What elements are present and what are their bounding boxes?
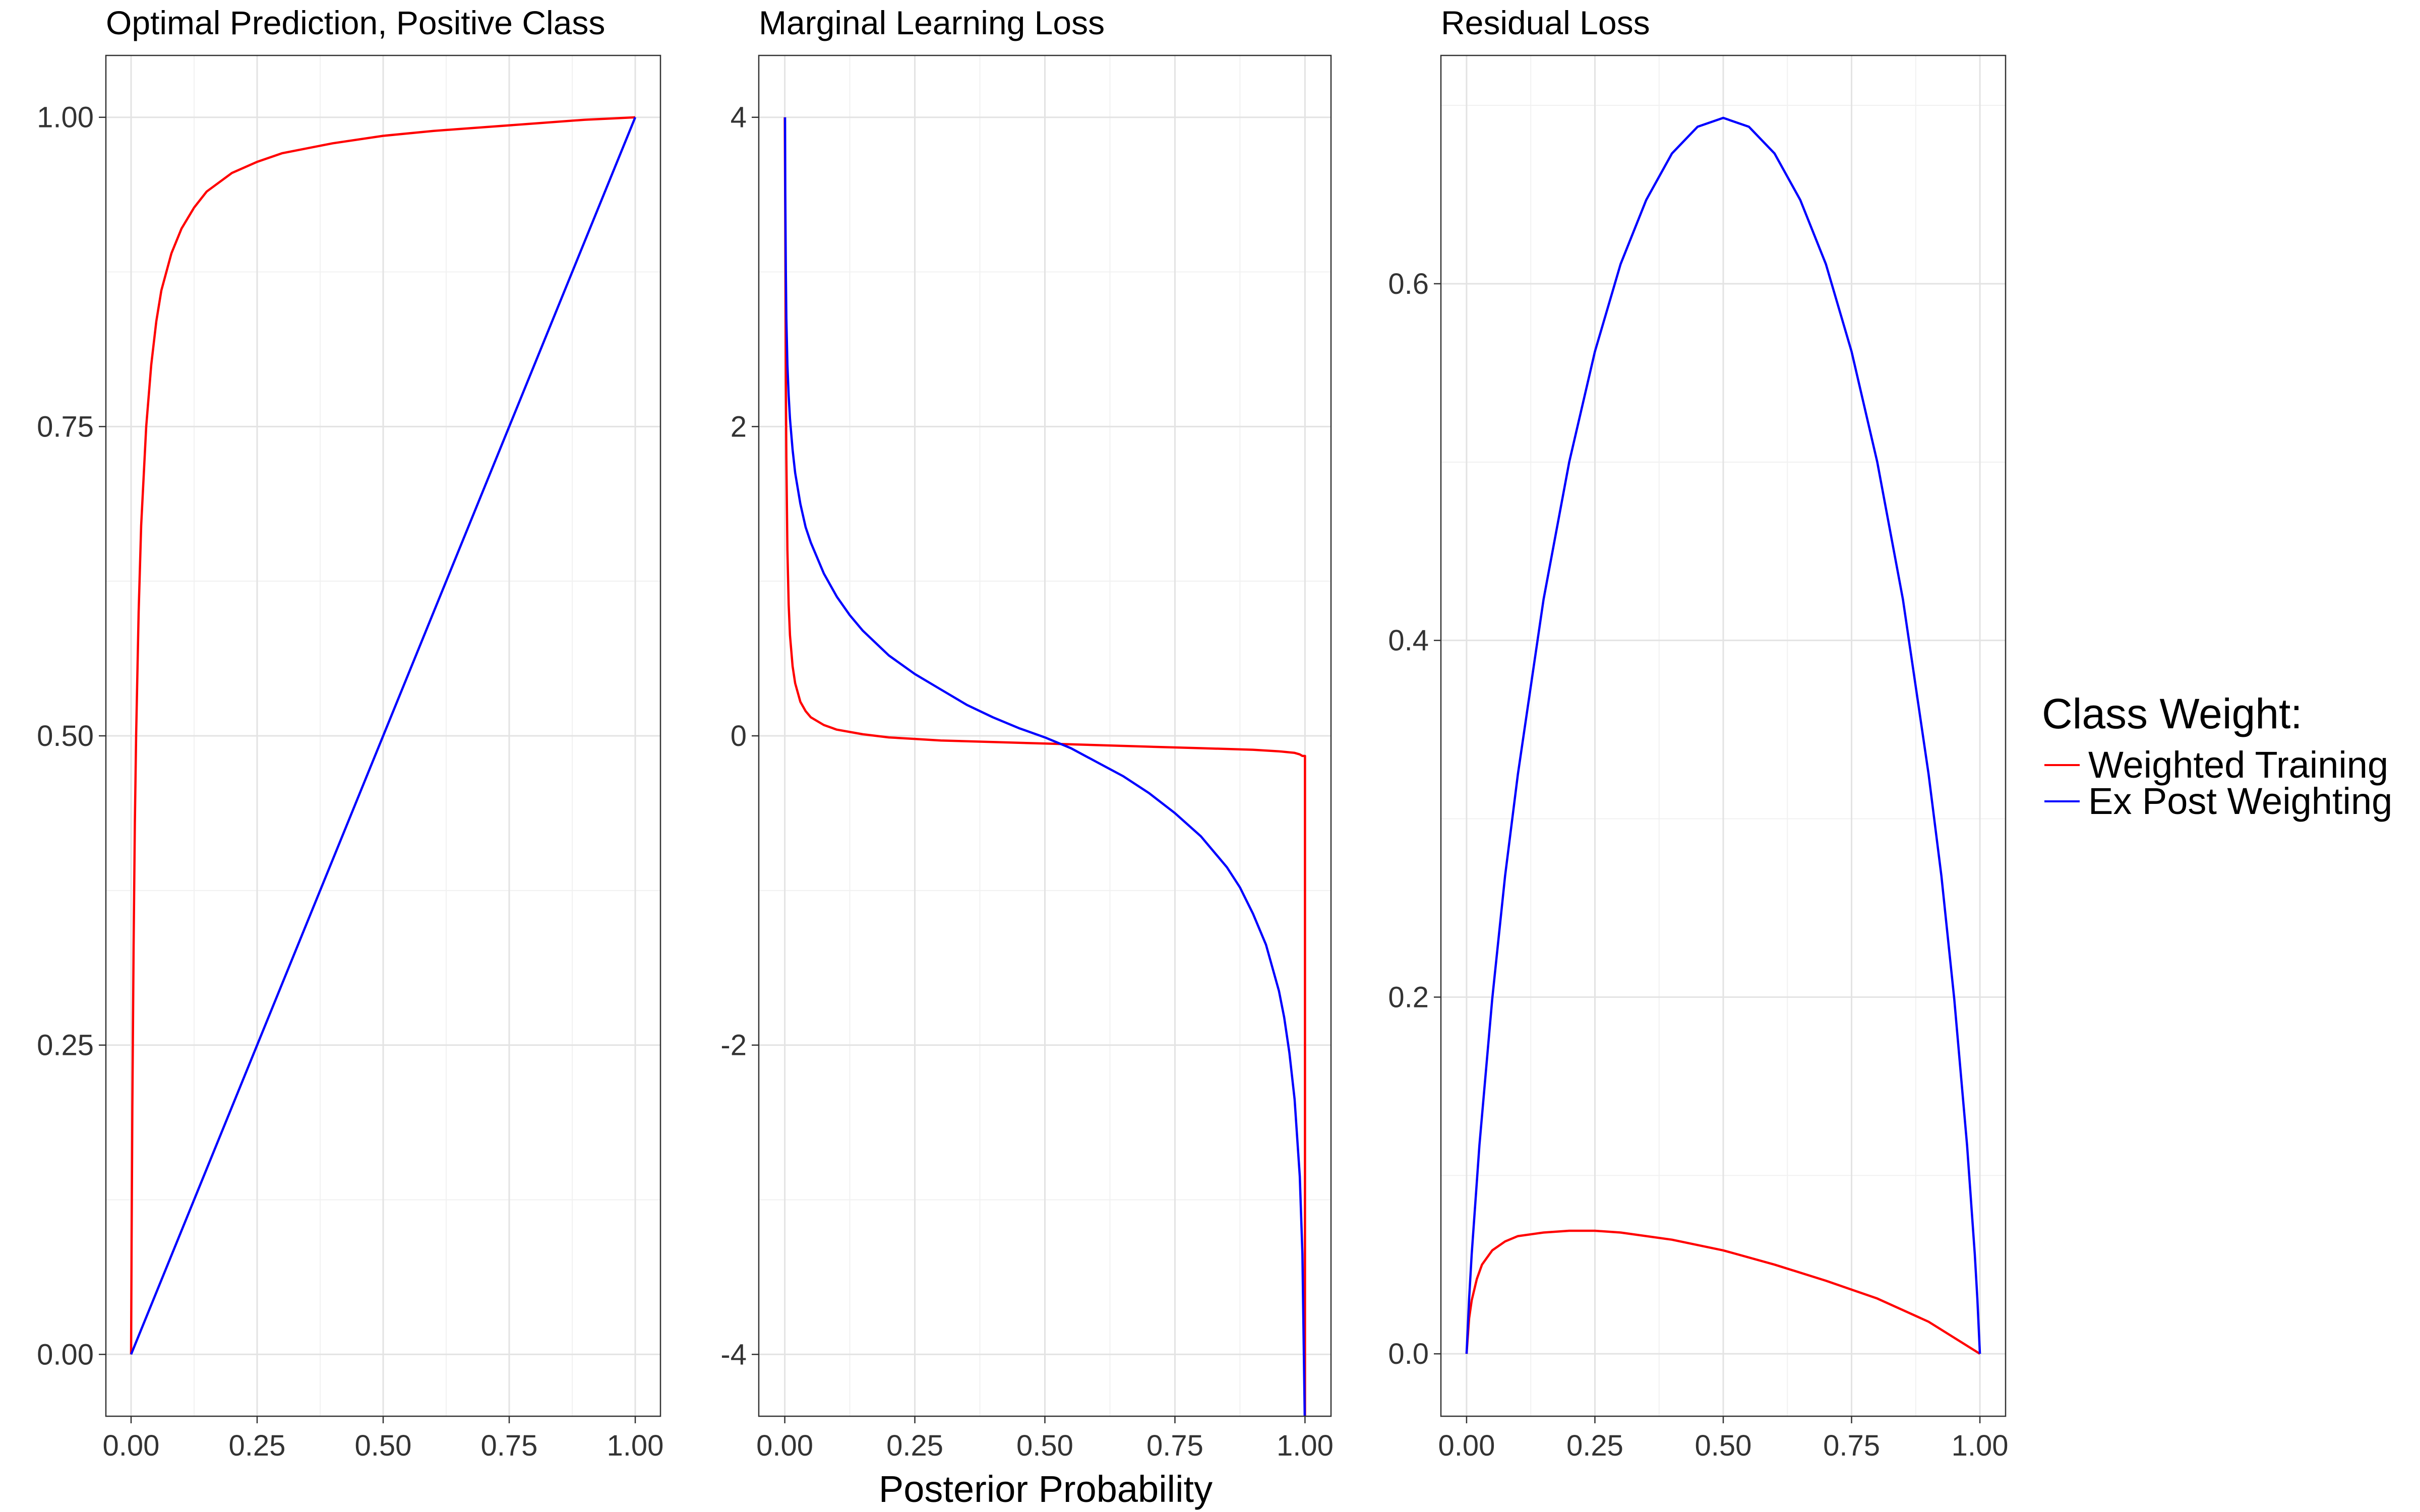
legend-item-weighted-training: Weighted Training [2044, 744, 2388, 786]
y-tick-label: 0.6 [1388, 268, 1429, 300]
series-line-ex-post-weighting [1465, 116, 1981, 1354]
legend: Class Weight: Weighted Training Ex Post … [2042, 690, 2392, 822]
x-tick-label: 1.00 [607, 1429, 664, 1462]
series-line-weighted-training [1465, 1229, 1981, 1355]
panel-3-series [1465, 116, 1981, 1355]
y-tick-label: 0.75 [37, 410, 94, 443]
x-axis-title: Posterior Probability [879, 1468, 1213, 1510]
series-line-ex-post-weighting [783, 117, 1306, 1417]
x-tick-label: 0.50 [1695, 1429, 1752, 1462]
panel-2-series [783, 117, 1306, 1417]
y-tick-label: 0.00 [37, 1338, 94, 1371]
series-line-weighted-training [783, 117, 1306, 1416]
panel-2-title: Marginal Learning Loss [759, 4, 1105, 41]
panel-3-title: Residual Loss [1441, 4, 1650, 41]
x-tick-label: 0.50 [1016, 1429, 1073, 1462]
y-tick-label: 4 [731, 101, 747, 134]
y-tick-label: 1.00 [37, 101, 94, 134]
panel-3-grid [1441, 55, 2006, 1416]
panel-1-ticks: 0.00 0.25 0.50 0.75 1.00 0.00 0.25 0.50 0.75 1.00 [37, 101, 663, 1462]
legend-label-weighted-training: Weighted Training [2088, 744, 2388, 786]
x-tick-label: 0.25 [1566, 1429, 1623, 1462]
y-tick-label: 0.25 [37, 1029, 94, 1062]
x-tick-label: 0.75 [481, 1429, 538, 1462]
x-tick-label: 0.00 [1438, 1429, 1495, 1462]
panel-marginal-learning-loss: Marginal Learning Loss 0.00 0.25 0.50 0.75 1… [720, 4, 1333, 1462]
x-tick-label: 0.00 [103, 1429, 160, 1462]
series-line-weighted-training [130, 116, 636, 1355]
x-tick-label: 0.75 [1823, 1429, 1880, 1462]
y-tick-label: -4 [720, 1338, 747, 1371]
y-tick-label: 0 [731, 720, 747, 752]
series-line-ex-post-weighting [130, 116, 637, 1355]
x-tick-label: 1.00 [1952, 1429, 2009, 1462]
legend-item-ex-post-weighting: Ex Post Weighting [2044, 780, 2392, 822]
panel-2-grid [759, 55, 1331, 1416]
x-tick-label: 0.25 [886, 1429, 943, 1462]
panel-2-ticks: 0.00 0.25 0.50 0.75 1.00 -4 -2 0 2 4 [720, 101, 1333, 1462]
legend-title: Class Weight: [2042, 690, 2303, 737]
x-tick-label: 0.75 [1146, 1429, 1203, 1462]
y-tick-label: 0.4 [1388, 624, 1429, 657]
x-tick-label: 0.50 [355, 1429, 412, 1462]
x-tick-label: 0.25 [229, 1429, 286, 1462]
x-tick-label: 1.00 [1277, 1429, 1334, 1462]
panel-3-ticks: 0.00 0.25 0.50 0.75 1.00 0.0 0.2 0.4 0.6 [1388, 268, 2008, 1462]
y-tick-label: 2 [731, 410, 747, 443]
x-tick-label: 0.00 [756, 1429, 813, 1462]
panel-residual-loss: Residual Loss 0.00 0.25 0.50 0.75 1.00 0.0 0.2… [1388, 4, 2008, 1462]
panel-1-series [130, 116, 637, 1355]
panel-1-title: Optimal Prediction, Positive Class [106, 4, 605, 41]
panel-optimal-prediction: Optimal Prediction, Positive Class 0.00 0… [37, 4, 663, 1462]
y-tick-label: 0.0 [1388, 1338, 1429, 1370]
y-tick-label: -2 [720, 1029, 747, 1062]
y-tick-label: 0.50 [37, 720, 94, 752]
y-tick-label: 0.2 [1388, 981, 1429, 1014]
legend-label-ex-post-weighting: Ex Post Weighting [2088, 780, 2392, 822]
